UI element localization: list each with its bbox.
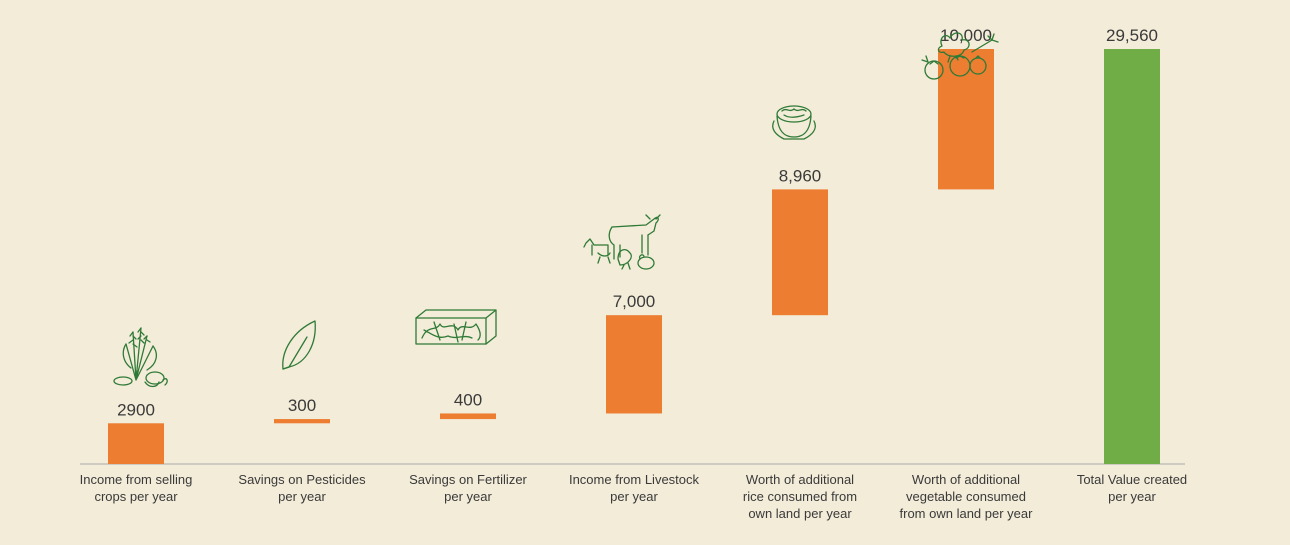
category-label-line: Income from Livestock (569, 472, 700, 487)
category-label-line: crops per year (94, 489, 178, 504)
value-label-2: 400 (454, 390, 482, 409)
livestock-icon (583, 214, 661, 270)
value-label-0: 2900 (117, 400, 155, 419)
bar-1 (274, 419, 330, 424)
category-label-6: Total Value created per year (1077, 472, 1187, 504)
crops-icon (113, 327, 168, 388)
fertilizer-box-icon (415, 309, 497, 345)
category-label-line: per year (610, 489, 658, 504)
rice-bowl-icon (772, 105, 816, 140)
leaf-icon (282, 320, 316, 370)
category-label-line: rice consumed from (743, 489, 857, 504)
bar-3 (606, 315, 662, 414)
category-label-0: Income from selling crops per year (80, 472, 193, 504)
category-label-line: per year (278, 489, 326, 504)
category-label-2: Savings on Fertilizer per year (409, 472, 527, 504)
category-label-line: own land per year (748, 506, 852, 521)
category-label-line: Savings on Fertilizer (409, 472, 527, 487)
bar-0 (108, 423, 164, 464)
category-label-3: Income from Livestock per year (569, 472, 700, 504)
value-label-1: 300 (288, 396, 316, 415)
bar-2 (440, 413, 496, 420)
category-label-line: vegetable consumed (906, 489, 1026, 504)
value-label-5: 10,000 (940, 26, 992, 45)
category-label-line: Worth of additional (912, 472, 1020, 487)
value-label-4: 8,960 (779, 166, 822, 185)
category-label-line: per year (1108, 489, 1156, 504)
category-label-5: Worth of additional vegetable consumed fro… (900, 472, 1034, 521)
value-label-6: 29,560 (1106, 26, 1158, 45)
bar-5 (938, 49, 994, 190)
category-label-4: Worth of additional rice consumed from own… (743, 472, 857, 521)
category-label-line: Income from selling (80, 472, 193, 487)
value-label-3: 7,000 (613, 292, 656, 311)
bar-6 (1104, 49, 1160, 464)
category-label-line: per year (444, 489, 492, 504)
vegetables-icon (921, 32, 999, 80)
category-label-line: Savings on Pesticides (238, 472, 366, 487)
category-label-1: Savings on Pesticides per year (238, 472, 366, 504)
category-label-line: Worth of additional (746, 472, 854, 487)
category-label-line: from own land per year (900, 506, 1034, 521)
bar-4 (772, 189, 828, 316)
category-label-line: Total Value created (1077, 472, 1187, 487)
